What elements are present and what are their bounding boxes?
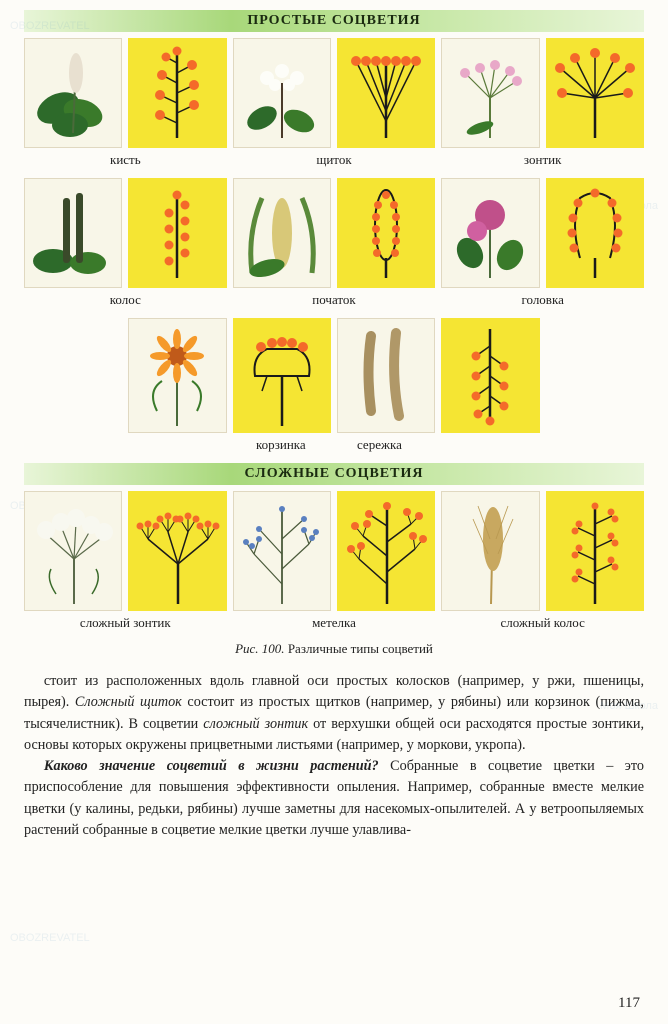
row1-grid xyxy=(24,38,644,148)
label-serezhka: сережка xyxy=(337,437,538,453)
diagram-slozh-zontik xyxy=(128,491,226,611)
diagram-metelka xyxy=(337,491,435,611)
photo-kolos xyxy=(24,178,122,288)
figure-caption: Рис. 100. Различные типы соцветий xyxy=(24,641,644,657)
label-slozh-zontik: сложный зонтик xyxy=(24,615,227,631)
label-pochatok: початок xyxy=(233,292,436,308)
row2-labels: колос початок головка xyxy=(24,292,644,308)
photo-korzinka xyxy=(128,318,226,433)
diagram-serezhka xyxy=(441,318,539,433)
row2-grid xyxy=(24,178,644,288)
label-metelka: метелка xyxy=(233,615,436,631)
row3-grid xyxy=(24,318,644,433)
paragraph-1: стоит из расположенных вдоль главной оси… xyxy=(24,671,644,756)
photo-slozh-kolos xyxy=(441,491,539,611)
header-complex: СЛОЖНЫЕ СОЦВЕТИЯ xyxy=(24,463,644,485)
diagram-pochatok xyxy=(337,178,435,288)
label-korzinka: корзинка xyxy=(231,437,331,453)
page-number: 117 xyxy=(618,995,640,1012)
diagram-zontik xyxy=(546,38,644,148)
row1-labels: кисть щиток зонтик xyxy=(24,152,644,168)
label-shitok: щиток xyxy=(233,152,436,168)
photo-serezhka xyxy=(337,318,435,433)
label-kolos: колос xyxy=(24,292,227,308)
photo-slozh-zontik xyxy=(24,491,122,611)
row4-grid xyxy=(24,491,644,611)
header-simple: ПРОСТЫЕ СОЦВЕТИЯ xyxy=(24,10,644,32)
body-text: стоит из расположенных вдоль главной оси… xyxy=(24,671,644,841)
figure-text: Различные типы соцветий xyxy=(285,641,433,656)
photo-kist xyxy=(24,38,122,148)
label-slozh-kolos: сложный колос xyxy=(441,615,644,631)
figure-number: Рис. 100. xyxy=(235,641,284,656)
row4-labels: сложный зонтик метелка сложный колос xyxy=(24,615,644,631)
row3-labels: корзинка сережка xyxy=(24,437,644,453)
photo-pochatok xyxy=(233,178,331,288)
watermark: OBOZREVATEL xyxy=(10,932,90,944)
diagram-golovka xyxy=(546,178,644,288)
diagram-korzinka xyxy=(233,318,331,433)
diagram-shitok xyxy=(337,38,435,148)
diagram-slozh-kolos xyxy=(546,491,644,611)
photo-golovka xyxy=(441,178,539,288)
photo-zontik xyxy=(441,38,539,148)
diagram-kist xyxy=(128,38,226,148)
label-golovka: головка xyxy=(441,292,644,308)
diagram-kolos xyxy=(128,178,226,288)
paragraph-2: Каково значение соцветий в жизни растени… xyxy=(24,756,644,841)
label-kist: кисть xyxy=(24,152,227,168)
photo-metelka xyxy=(233,491,331,611)
label-zontik: зонтик xyxy=(441,152,644,168)
photo-shitok xyxy=(233,38,331,148)
